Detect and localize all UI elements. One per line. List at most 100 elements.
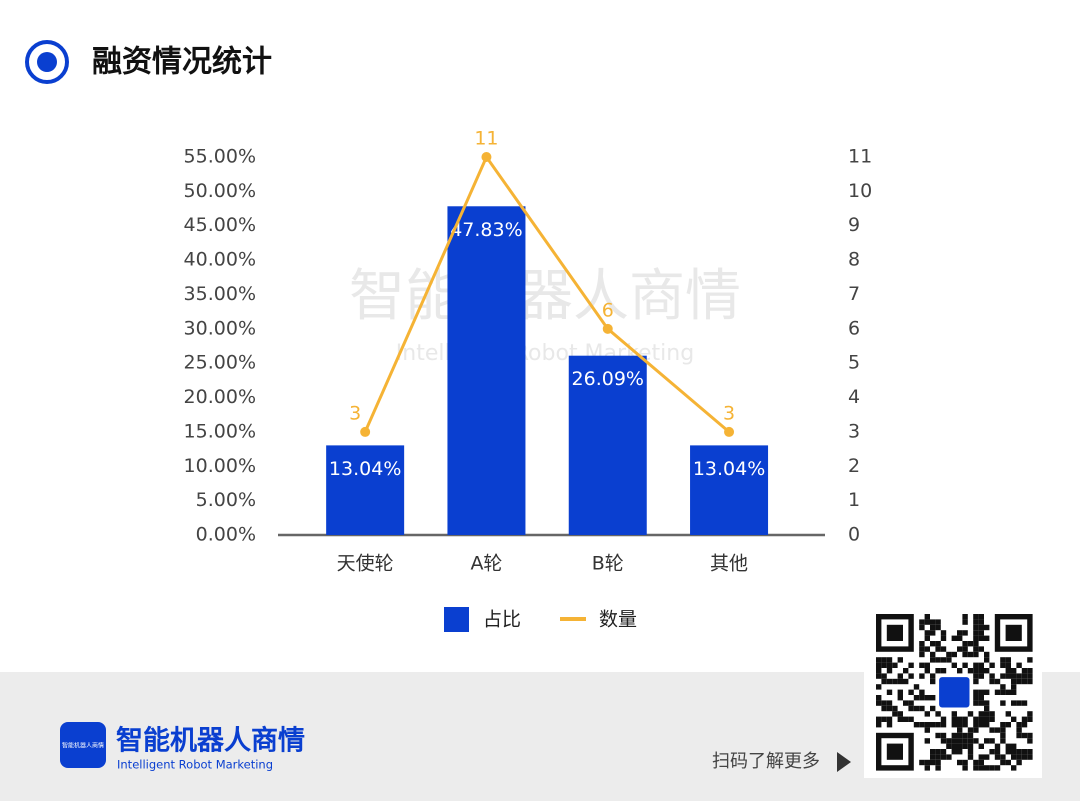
qr-module <box>1011 754 1017 760</box>
qr-module <box>1027 749 1033 755</box>
qr-module <box>940 716 947 722</box>
qr-module <box>935 759 941 766</box>
y2-tick-label: 11 <box>848 146 872 168</box>
qr-module <box>967 749 974 755</box>
qr-module <box>957 722 963 728</box>
qr-module <box>1011 765 1017 771</box>
qr-module <box>951 743 957 749</box>
qr-module <box>978 668 984 674</box>
qr-module <box>973 700 979 706</box>
page-title: 融资情况统计 <box>92 45 272 80</box>
qr-module <box>886 678 893 685</box>
qr-module <box>897 716 903 722</box>
qr-module <box>919 705 925 712</box>
qr-module <box>946 738 952 744</box>
title-icon-dot <box>37 52 57 72</box>
qr-module <box>876 684 882 690</box>
qr-module <box>903 678 909 685</box>
qr-module <box>984 624 990 631</box>
qr-module <box>984 705 990 712</box>
qr-module <box>1005 668 1011 674</box>
qr-module <box>924 614 930 620</box>
qr-module <box>967 727 974 733</box>
qr-module <box>973 738 979 744</box>
qr-module <box>984 738 990 744</box>
qr-module <box>957 635 963 641</box>
qr-module <box>973 716 979 722</box>
qr-module <box>940 646 947 652</box>
qr-module <box>930 641 936 647</box>
qr-module <box>913 684 920 690</box>
qr-module <box>919 624 925 631</box>
qr-module <box>935 668 941 674</box>
qr-module <box>903 668 909 674</box>
qr-module <box>1027 754 1033 760</box>
qr-module <box>1011 668 1017 674</box>
qr-module <box>924 646 930 652</box>
qr-module <box>946 743 952 749</box>
y2-tick-label: 8 <box>848 249 860 271</box>
qr-module <box>930 695 936 701</box>
footer-brand: 智能机器人商情 <box>116 725 305 757</box>
qr-module <box>962 732 968 739</box>
qr-module <box>913 705 920 712</box>
bar <box>447 206 526 535</box>
qr-module <box>892 662 898 668</box>
qr-module <box>1005 689 1011 695</box>
qr-module <box>978 716 984 722</box>
qr-module <box>1027 711 1033 717</box>
qr-module <box>962 759 968 766</box>
qr-module <box>930 759 936 766</box>
qr-module <box>1005 711 1011 717</box>
qr-module <box>876 657 882 663</box>
qr-module <box>957 743 963 749</box>
qr-module <box>973 695 979 701</box>
qr-module <box>989 738 995 744</box>
qr-module <box>984 668 990 674</box>
qr-module <box>881 700 887 706</box>
qr-module <box>984 635 990 641</box>
y-tick-label: 30.00% <box>184 317 256 339</box>
line-point <box>602 323 613 334</box>
qr-module <box>886 657 893 663</box>
qr-module <box>978 630 984 636</box>
qr-module <box>978 635 984 641</box>
qr-module <box>978 673 984 679</box>
qr-module <box>1016 722 1022 728</box>
qr-module <box>951 651 957 658</box>
qr-module <box>940 668 947 674</box>
qr-module <box>967 641 974 647</box>
qr-module <box>940 732 947 739</box>
qr-module <box>973 722 979 728</box>
qr-module <box>962 619 968 625</box>
qr-module <box>957 630 963 636</box>
qr-module <box>1027 738 1033 744</box>
qr-module <box>935 765 941 771</box>
qr-module <box>994 749 1001 755</box>
qr-module <box>1011 700 1017 706</box>
bar-value-label: 13.04% <box>329 458 401 480</box>
qr-module <box>962 646 968 652</box>
qr-module <box>984 754 990 760</box>
qr-module <box>1021 754 1028 760</box>
qr-module <box>930 754 936 760</box>
qr-module <box>946 657 952 663</box>
qr-module <box>924 727 930 733</box>
qr-module <box>919 689 925 695</box>
qr-module <box>919 641 925 647</box>
qr-module <box>946 754 952 760</box>
qr-module <box>994 689 1001 695</box>
qr-module <box>994 754 1001 760</box>
logo-icon-text: 智能机器人商情 <box>62 742 104 750</box>
qr-module <box>989 727 995 733</box>
y2-tick-label: 7 <box>848 283 860 305</box>
qr-module <box>962 651 968 658</box>
qr-module <box>1005 743 1011 749</box>
qr-module <box>989 749 995 755</box>
footer-brand-en: Intelligent Robot Marketing <box>117 758 273 772</box>
qr-module <box>886 700 893 706</box>
qr-finder <box>1005 624 1022 641</box>
x-tick-label: 其他 <box>710 553 748 575</box>
qr-module <box>881 678 887 685</box>
